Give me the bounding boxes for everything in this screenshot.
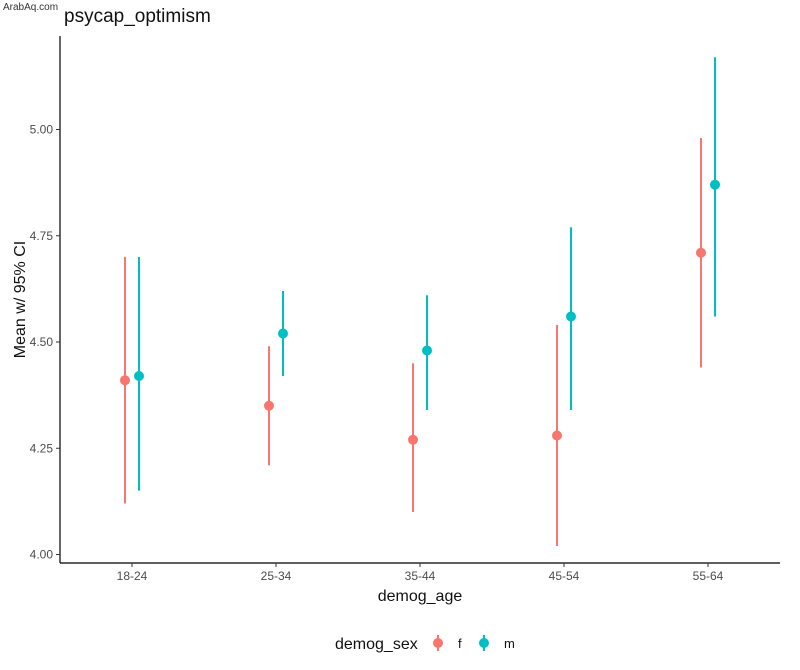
legend-title: demog_sex: [335, 636, 418, 653]
chart-marks: [120, 57, 720, 546]
y-tick-label: 5.00: [30, 123, 54, 137]
mean-point-m: [566, 311, 576, 322]
y-ticks: 4.00 4.25 4.50 4.75 5.00: [30, 123, 60, 562]
mean-point-f: [120, 375, 130, 386]
mean-point-m: [710, 179, 720, 190]
x-tick-label: 25-34: [261, 569, 292, 583]
x-tick-label: 45-54: [549, 569, 580, 583]
legend-key-point-f: [433, 638, 443, 648]
mean-point-f: [552, 430, 562, 441]
chart-title: psycap_optimism: [64, 6, 211, 27]
x-axis-title: demog_age: [378, 588, 463, 605]
y-tick-label: 4.00: [30, 548, 54, 562]
x-tick-label: 18-24: [117, 569, 148, 583]
legend-label-m: m: [504, 636, 515, 651]
legend: demog_sex f m: [335, 635, 515, 653]
axes: [59, 36, 780, 564]
y-tick-label: 4.75: [30, 229, 54, 243]
mean-point-f: [408, 434, 418, 445]
mean-point-f: [264, 400, 274, 411]
mean-point-m: [422, 345, 432, 356]
mean-point-f: [696, 247, 706, 258]
y-axis-title: Mean w/ 95% CI: [12, 241, 29, 358]
y-tick-label: 4.25: [30, 441, 54, 455]
x-tick-label: 35-44: [405, 569, 436, 583]
legend-key-point-m: [479, 638, 489, 648]
legend-label-f: f: [458, 636, 462, 651]
x-ticks: 18-24 25-34 35-44 45-54 55-64: [117, 563, 724, 583]
y-tick-label: 4.50: [30, 335, 54, 349]
mean-point-m: [278, 328, 288, 339]
watermark-text: ArabAq.com: [3, 2, 59, 13]
x-tick-label: 55-64: [693, 569, 724, 583]
mean-point-m: [134, 371, 144, 381]
